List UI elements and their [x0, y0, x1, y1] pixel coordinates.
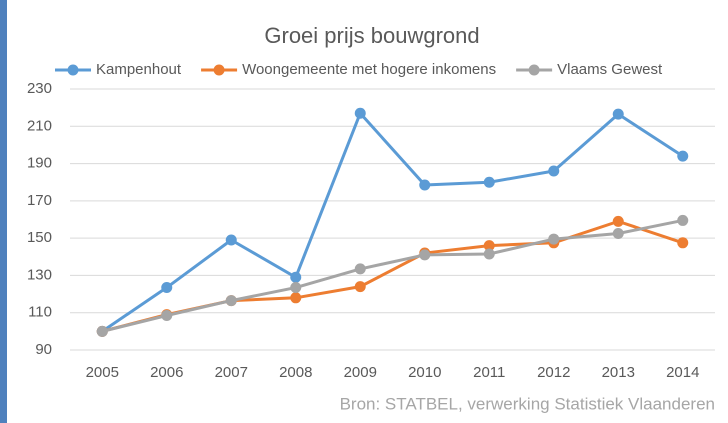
- x-tick-label: 2008: [279, 364, 312, 381]
- point: [612, 108, 624, 120]
- y-tick-label: 150: [27, 229, 52, 246]
- y-tick-label: 190: [27, 155, 52, 172]
- x-tick-label: 2005: [86, 364, 119, 381]
- point: [483, 248, 495, 260]
- point: [96, 325, 108, 337]
- legend-marker: [213, 64, 225, 76]
- point: [677, 214, 689, 226]
- point: [354, 263, 366, 275]
- point: [354, 281, 366, 293]
- point: [548, 165, 560, 177]
- legend-label: Vlaams Gewest: [557, 61, 663, 78]
- x-tick-label: 2010: [408, 364, 441, 381]
- legend-marker: [67, 64, 79, 76]
- chart-title: Groei prijs bouwgrond: [264, 23, 479, 48]
- point: [677, 237, 689, 249]
- x-tick-label: 2006: [150, 364, 183, 381]
- series-line: [101, 218, 684, 333]
- x-tick-label: 2007: [215, 364, 248, 381]
- x-tick-label: 2013: [602, 364, 635, 381]
- point: [290, 271, 302, 283]
- x-tick-label: 2012: [537, 364, 570, 381]
- x-tick-label: 2014: [666, 364, 699, 381]
- point: [161, 282, 173, 294]
- x-tick-label: 2009: [344, 364, 377, 381]
- legend-marker: [528, 64, 540, 76]
- y-tick-label: 230: [27, 80, 52, 97]
- source: Bron: STATBEL, verwerking Statistiek Vla…: [340, 394, 715, 413]
- point: [483, 176, 495, 188]
- y-tick-label: 130: [27, 266, 52, 283]
- point: [483, 240, 495, 252]
- point: [419, 179, 431, 191]
- y-tick-label: 110: [28, 304, 52, 321]
- point: [225, 234, 237, 246]
- point: [612, 215, 624, 227]
- point: [548, 233, 560, 245]
- y-tick-label: 90: [35, 341, 52, 358]
- point: [161, 310, 173, 322]
- point: [225, 295, 237, 307]
- point: [612, 227, 624, 239]
- point: [354, 107, 366, 119]
- point: [677, 150, 689, 162]
- y-tick-label: 210: [27, 117, 52, 134]
- left-border: [0, 0, 7, 423]
- x-tick-label: 2011: [473, 364, 505, 381]
- y-tick-label: 170: [27, 192, 52, 209]
- point: [290, 282, 302, 294]
- legend-label: Woongemeente met hogere inkomens: [242, 61, 496, 78]
- point: [290, 292, 302, 304]
- point: [419, 249, 431, 261]
- series-line: [101, 111, 684, 333]
- legend-label: Kampenhout: [96, 61, 182, 78]
